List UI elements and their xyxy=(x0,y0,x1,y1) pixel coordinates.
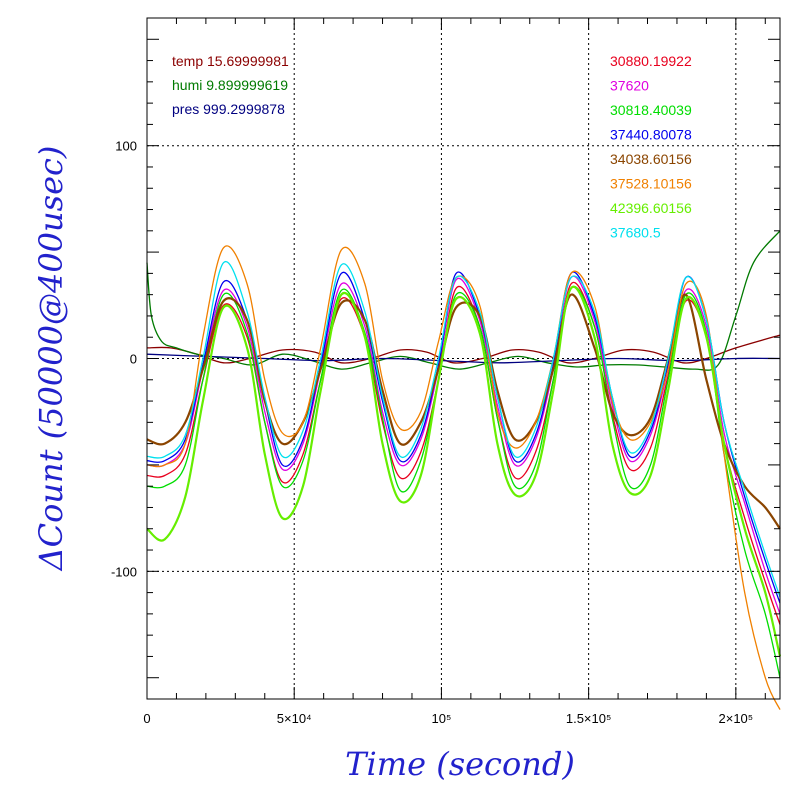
series-line xyxy=(146,245,781,710)
x-tick-label: 0 xyxy=(143,711,150,726)
y-tick-label: 100 xyxy=(115,139,137,154)
env-legend-entry: humi 9.899999619 xyxy=(172,77,288,93)
x-tick-label: 5×10⁴ xyxy=(277,711,312,726)
series-line xyxy=(146,260,781,598)
y-axis-title: ΔCount (50000@400usec) xyxy=(32,146,70,573)
x-axis-title: Time (second) xyxy=(345,745,575,783)
series-legend-entry: 37528.10156 xyxy=(610,176,692,192)
legend: temp 15.69999981 humi 9.899999619 pres 999… xyxy=(172,53,692,241)
series-legend-entry: 37440.80078 xyxy=(610,127,692,143)
series-legend-entry: 42396.60156 xyxy=(610,200,692,216)
series-line xyxy=(146,334,781,364)
x-tick-label: 2×10⁵ xyxy=(719,711,754,726)
series-line xyxy=(146,230,781,371)
y-tick-label: 0 xyxy=(130,352,137,367)
axis-ticks: 0 5×10⁴ 10⁵ 1.5×10⁵ 2×10⁵ 100 0 -100 xyxy=(111,18,780,726)
x-tick-label: 10⁵ xyxy=(431,711,451,726)
env-legend-entry: temp 15.69999981 xyxy=(172,53,289,69)
series-legend-entry: 37680.5 xyxy=(610,225,661,241)
series-legend-entry: 34038.60156 xyxy=(610,151,692,167)
series-line xyxy=(146,353,781,364)
series-legend-entry: 30880.19922 xyxy=(610,53,692,69)
series-legend-entry: 30818.40039 xyxy=(610,102,692,118)
series-legend-entry: 37620 xyxy=(610,78,649,94)
series-line xyxy=(146,285,782,657)
env-legend-entry: pres 999.2999878 xyxy=(172,101,285,117)
x-tick-label: 1.5×10⁵ xyxy=(566,711,612,726)
y-tick-label: -100 xyxy=(111,564,137,579)
series-lines xyxy=(146,230,782,710)
series-line xyxy=(146,285,781,678)
